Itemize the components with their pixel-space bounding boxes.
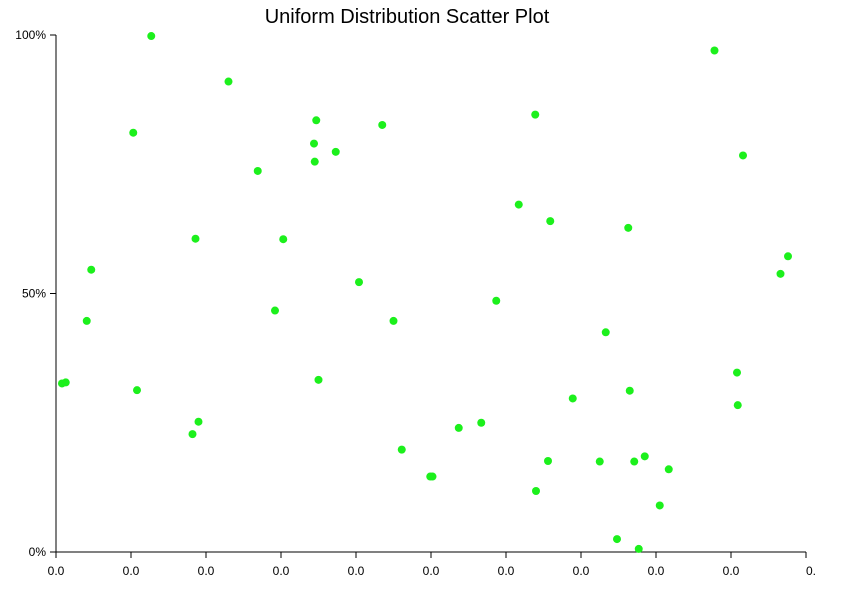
x-tick-label: 0.0 <box>723 564 740 578</box>
y-tick-label: 100% <box>15 28 46 42</box>
data-point <box>224 77 233 86</box>
data-point <box>147 32 156 41</box>
y-tick-label: 0% <box>29 545 47 559</box>
x-tick-label: 0.0 <box>273 564 290 578</box>
data-point <box>595 457 604 466</box>
data-point <box>253 166 262 175</box>
data-point <box>87 265 96 274</box>
data-point <box>279 235 288 244</box>
data-point <box>710 46 719 55</box>
data-point <box>532 486 540 495</box>
data-point <box>355 278 363 287</box>
data-point <box>630 457 639 466</box>
data-point <box>428 472 437 481</box>
x-ticks: 0.0 0.0 0.0 0.0 0.0 0.0 0.0 0.0 0.0 0.0 0. <box>48 552 816 578</box>
x-tick-label: 0.0 <box>348 564 365 578</box>
data-point <box>544 457 552 466</box>
data-point <box>312 116 321 125</box>
data-point <box>61 378 70 387</box>
data-point <box>133 386 141 395</box>
data-point <box>739 151 747 160</box>
data-point <box>625 386 634 395</box>
data-point <box>733 401 742 410</box>
data-point <box>784 252 792 261</box>
x-tick-label: 0. <box>806 564 816 578</box>
data-point <box>492 296 501 305</box>
x-tick-label: 0.0 <box>423 564 440 578</box>
data-point <box>129 128 138 137</box>
x-tick-label: 0.0 <box>123 564 140 578</box>
data-point <box>331 147 340 156</box>
x-tick-label: 0.0 <box>198 564 215 578</box>
data-point <box>477 418 486 427</box>
data-point <box>314 375 323 384</box>
data-point <box>776 269 785 278</box>
data-point <box>310 139 318 148</box>
x-tick-label: 0.0 <box>648 564 665 578</box>
data-point <box>531 110 540 119</box>
data-point <box>634 544 643 553</box>
data-point <box>188 430 197 439</box>
data-point <box>546 217 555 226</box>
data-point <box>514 200 523 209</box>
data-point <box>271 306 279 315</box>
data-point <box>624 223 633 232</box>
x-tick-label: 0.0 <box>48 564 65 578</box>
data-points <box>58 32 792 553</box>
data-point <box>378 120 387 129</box>
data-point <box>389 316 398 325</box>
x-tick-label: 0.0 <box>573 564 590 578</box>
data-point <box>613 535 621 544</box>
data-point <box>454 423 463 432</box>
x-tick-label: 0.0 <box>498 564 515 578</box>
data-point <box>568 394 577 403</box>
data-point <box>194 417 203 426</box>
y-tick-label: 50% <box>22 287 46 301</box>
data-point <box>310 157 319 166</box>
data-point <box>655 501 664 510</box>
data-point <box>640 452 649 461</box>
data-point <box>601 328 610 337</box>
chart-title: Uniform Distribution Scatter Plot <box>264 6 550 28</box>
data-point <box>82 316 91 325</box>
y-ticks: 0% 50% 100% <box>15 28 56 559</box>
data-point <box>733 368 741 377</box>
data-point <box>397 445 406 454</box>
data-point <box>664 465 673 474</box>
data-point <box>191 234 200 243</box>
